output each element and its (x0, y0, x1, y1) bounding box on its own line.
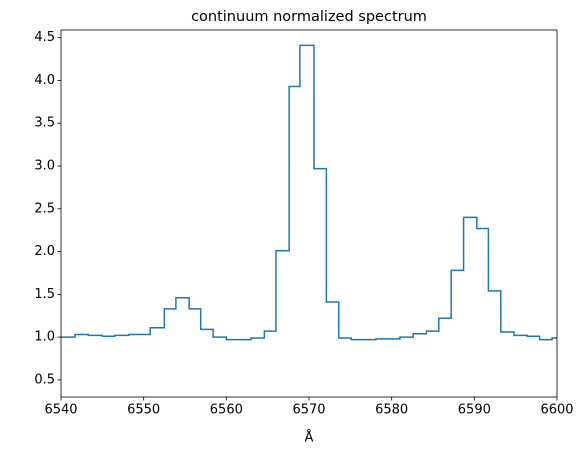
y-tick-label: 2.0 (34, 244, 55, 259)
y-tick-label: 4.5 (34, 30, 55, 45)
chart-title: continuum normalized spectrum (191, 9, 427, 25)
x-tick-label: 6540 (44, 403, 77, 418)
spectrum-line (61, 44, 557, 341)
x-tick-label: 6590 (458, 403, 491, 418)
y-tick-label: 2.5 (34, 201, 55, 216)
x-tick-label: 6570 (292, 403, 325, 418)
y-tick-label: 4.0 (34, 73, 55, 88)
y-tick-label: 0.5 (34, 372, 55, 387)
x-tick-label: 6550 (127, 403, 160, 418)
x-tick-label: 6560 (210, 403, 243, 418)
x-tick-label: 6580 (375, 403, 408, 418)
plot-frame (60, 29, 558, 398)
y-tick-label: 3.5 (34, 116, 55, 131)
x-tick-label: 6600 (540, 403, 573, 418)
y-tick-label: 1.0 (34, 330, 55, 345)
y-tick-label: 1.5 (34, 287, 55, 302)
y-tick-label: 3.0 (34, 159, 55, 174)
x-axis-label: Å (305, 430, 314, 446)
